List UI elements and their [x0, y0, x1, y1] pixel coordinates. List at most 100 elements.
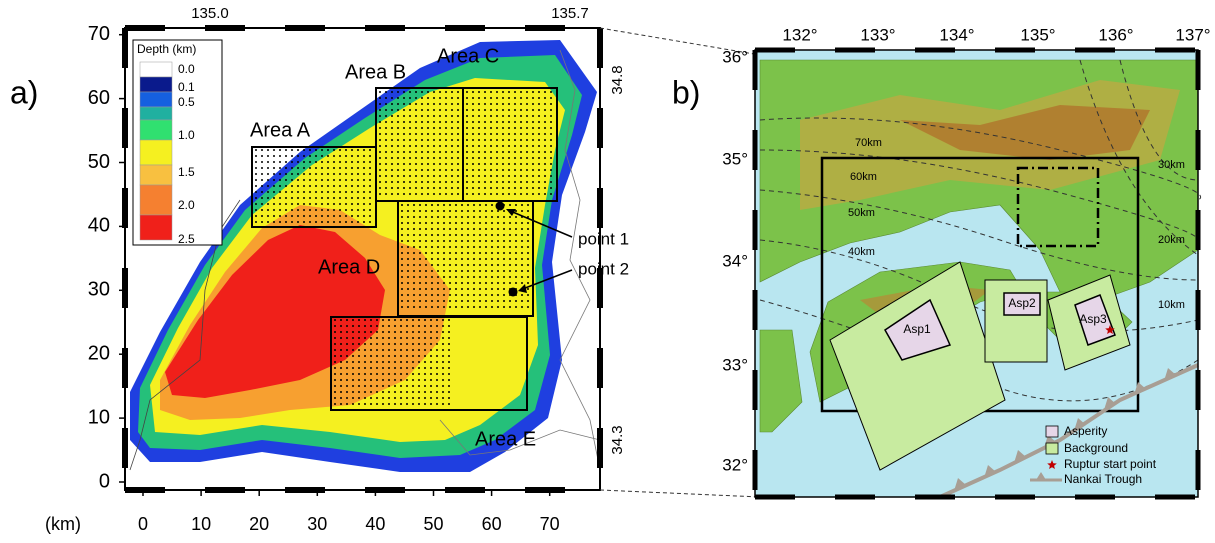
grid-point — [363, 197, 365, 199]
grid-point — [479, 240, 481, 242]
grid-point — [538, 133, 540, 135]
grid-point — [418, 343, 420, 345]
grid-point — [449, 210, 451, 212]
grid-point — [526, 109, 528, 111]
grid-point — [309, 149, 311, 151]
grid-point — [427, 97, 429, 99]
grid-point — [433, 187, 435, 189]
grid-point — [449, 306, 451, 308]
grid-point — [303, 185, 305, 187]
grid-point — [515, 300, 517, 302]
grid-point — [303, 197, 305, 199]
grid-point — [255, 155, 257, 157]
grid-point — [382, 373, 384, 375]
grid-point — [315, 161, 317, 163]
color-swatch — [140, 62, 172, 77]
grid-point — [309, 197, 311, 199]
grid-point — [502, 133, 504, 135]
grid-point — [385, 163, 387, 165]
grid-point — [439, 157, 441, 159]
grid-point — [339, 203, 341, 205]
grid-point — [382, 319, 384, 321]
grid-point — [472, 97, 474, 99]
grid-point — [407, 288, 409, 290]
grid-point — [442, 385, 444, 387]
grid-point — [425, 288, 427, 290]
grid-point — [357, 197, 359, 199]
x-tick-label: 40 — [365, 514, 385, 534]
grid-point — [431, 234, 433, 236]
grid-point — [491, 228, 493, 230]
grid-point — [407, 222, 409, 224]
grid-point — [394, 361, 396, 363]
grid-point — [255, 191, 257, 193]
grid-point — [363, 179, 365, 181]
grid-point — [285, 179, 287, 181]
grid-point — [394, 355, 396, 357]
grid-point — [485, 300, 487, 302]
grid-point — [406, 349, 408, 351]
grid-point — [309, 209, 311, 211]
grid-point — [448, 349, 450, 351]
x-tick-label: 60 — [482, 514, 502, 534]
grid-point — [457, 133, 459, 135]
grid-point — [473, 300, 475, 302]
grid-point — [407, 306, 409, 308]
grid-point — [514, 157, 516, 159]
grid-point — [357, 221, 359, 223]
grid-point — [409, 133, 411, 135]
grid-point — [413, 210, 415, 212]
grid-point — [439, 181, 441, 183]
grid-point — [321, 161, 323, 163]
grid-point — [413, 300, 415, 302]
grid-point — [291, 161, 293, 163]
grid-point — [267, 191, 269, 193]
grid-point — [418, 361, 420, 363]
grid-point — [538, 139, 540, 141]
grid-point — [424, 391, 426, 393]
grid-point — [442, 373, 444, 375]
grid-point — [544, 121, 546, 123]
grid-point — [448, 397, 450, 399]
grid-point — [436, 361, 438, 363]
grid-point — [394, 397, 396, 399]
grid-point — [358, 397, 360, 399]
grid-point — [461, 288, 463, 290]
grid-point — [346, 385, 348, 387]
grid-point — [442, 403, 444, 405]
grid-point — [526, 193, 528, 195]
grid-point — [502, 145, 504, 147]
grid-point — [358, 355, 360, 357]
grid-point — [364, 349, 366, 351]
grid-point — [424, 331, 426, 333]
grid-point — [376, 385, 378, 387]
grid-point — [340, 373, 342, 375]
grid-point — [400, 367, 402, 369]
grid-point — [449, 288, 451, 290]
grid-point — [433, 151, 435, 153]
grid-point — [431, 258, 433, 260]
grid-point — [315, 197, 317, 199]
grid-point — [520, 121, 522, 123]
grid-point — [461, 240, 463, 242]
grid-point — [532, 133, 534, 135]
grid-point — [461, 264, 463, 266]
grid-point — [509, 216, 511, 218]
contour-label: 50km — [848, 207, 875, 219]
grid-point — [339, 197, 341, 199]
grid-point — [455, 204, 457, 206]
grid-point — [321, 203, 323, 205]
grid-point — [267, 221, 269, 223]
grid-point — [430, 391, 432, 393]
grid-point — [397, 169, 399, 171]
top-tick-label: 135° — [1020, 25, 1055, 44]
grid-point — [419, 282, 421, 284]
grid-point — [514, 115, 516, 117]
grid-point — [467, 222, 469, 224]
grid-point — [521, 252, 523, 254]
grid-point — [379, 115, 381, 117]
grid-point — [261, 173, 263, 175]
grid-point — [490, 127, 492, 129]
grid-point — [351, 197, 353, 199]
grid-point — [351, 149, 353, 151]
